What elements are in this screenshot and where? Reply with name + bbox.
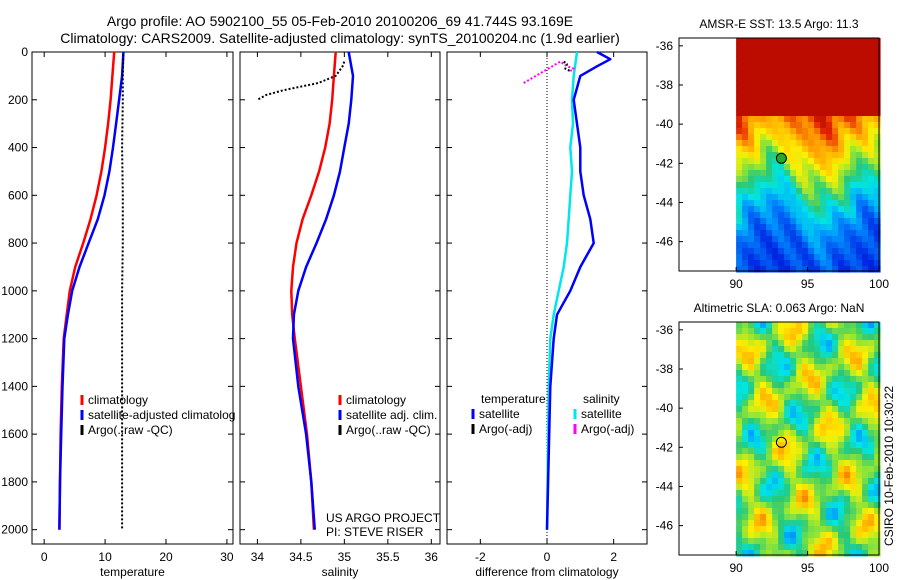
footer-project-text: US ARGO PROJECT — [326, 511, 441, 525]
panel-3-xtick-label-0: -2 — [475, 550, 486, 564]
panel-1-legend-label-0: climatology — [88, 393, 148, 407]
map-1-ytick-label-0: -36 — [656, 39, 674, 53]
map-2-argo-marker — [775, 436, 787, 448]
panel-3-xlabel: difference from climatology — [475, 565, 618, 579]
panel-2-legend-label-1: satellite adj. clim. — [346, 408, 437, 422]
panel-2-xtick-label-2: 35 — [338, 550, 352, 564]
salinity-argo-line — [256, 61, 346, 101]
panel-2-xtick-label-3: 35.5 — [376, 550, 400, 564]
panel-1-xtick-label-3: 30 — [220, 550, 234, 564]
difference-salinity-argo-line — [523, 60, 575, 84]
panel-1-ytick-label-5: 1000 — [1, 284, 28, 298]
map-2-title: Altimetric SLA: 0.063 Argo: NaN — [694, 301, 865, 315]
panel-3-legend-label-0: satellite — [479, 407, 520, 421]
profile-panel-1-frame — [31, 51, 234, 545]
panel-1-ytick-label-9: 1800 — [1, 475, 28, 489]
panel-1-ytick-label-7: 1400 — [1, 379, 28, 393]
panel-1-ytick-label-10: 2000 — [1, 523, 28, 537]
map-2-ytick-label-0: -36 — [656, 323, 674, 337]
temperature-argo-line — [121, 54, 125, 530]
panel-1-legend-label-1: satellite-adjusted climatolog — [88, 408, 235, 422]
map-2-frame — [678, 321, 880, 556]
panel-2-xtick-label-4: 36 — [425, 550, 439, 564]
side-stamp-text: CSIRO 10-Feb-2010 10:30:22 — [882, 386, 896, 546]
map-1-xtick-label-0: 90 — [729, 277, 743, 291]
figure-title-line-1: Argo profile: AO 5902100_55 05-Feb-2010 … — [106, 13, 574, 29]
panel-1-ytick-label-0: 0 — [21, 45, 28, 59]
map-1-ytick-label-3: -42 — [656, 156, 674, 170]
map-1-xtick-label-2: 100 — [869, 277, 889, 291]
difference-temperature-satellite-line — [545, 50, 612, 530]
panel-2-legend-label-2: Argo(..raw -QC) — [346, 423, 431, 437]
map-1-ytick-label-2: -40 — [656, 117, 674, 131]
map-2-xtick-label-0: 90 — [729, 561, 743, 575]
panel-3-xtick-label-1: 0 — [544, 550, 551, 564]
panel-1-ytick-label-4: 800 — [8, 236, 28, 250]
panel-1-xtick-label-1: 10 — [98, 550, 112, 564]
map-1-xtick-label-1: 95 — [801, 277, 815, 291]
panel-3-legend-header-temperature: temperature — [481, 392, 546, 406]
map-1-argo-marker — [775, 152, 787, 164]
panel-1-xtick-label-0: 0 — [41, 550, 48, 564]
map-1-field — [736, 38, 881, 273]
salinity-climatology-line — [290, 51, 337, 530]
map-2-ytick-label-5: -46 — [656, 519, 674, 533]
temperature-climatology-line — [58, 51, 116, 530]
map-1-ytick-label-5: -46 — [656, 235, 674, 249]
footer-pi-text: PI: STEVE RISER — [326, 525, 424, 539]
temperature-satellite-line — [58, 51, 125, 530]
map-2-ytick-label-4: -44 — [656, 479, 674, 493]
panel-2-xtick-label-0: 34 — [251, 550, 265, 564]
panel-1-legend-label-2: Argo(..raw -QC) — [88, 423, 173, 437]
salinity-satellite-line — [291, 51, 355, 530]
panel-1-ytick-label-2: 400 — [8, 141, 28, 155]
panel-2-xlabel: salinity — [322, 565, 359, 579]
panel-1-xlabel: temperature — [100, 565, 165, 579]
map-1-ytick-label-1: -38 — [656, 78, 674, 92]
map-2-ytick-label-2: -40 — [656, 401, 674, 415]
panel-1-ytick-label-8: 1600 — [1, 427, 28, 441]
panel-3-xtick-label-2: 2 — [610, 550, 617, 564]
panel-3-legend-label-1: Argo(-adj) — [479, 422, 532, 436]
panel-3-legend-header-salinity: salinity — [583, 392, 620, 406]
profile-panel-2-frame — [239, 51, 441, 545]
panel-1-ytick-label-3: 600 — [8, 188, 28, 202]
map-2-xtick-label-1: 95 — [801, 561, 815, 575]
map-2-xtick-label-2: 100 — [869, 561, 889, 575]
panel-2-xtick-label-1: 34.5 — [289, 550, 313, 564]
panel-1-ytick-label-6: 1200 — [1, 332, 28, 346]
difference-salinity-satellite-line — [545, 51, 579, 530]
figure-title-line-2: Climatology: CARS2009. Satellite-adjuste… — [60, 30, 620, 46]
map-1-title: AMSR-E SST: 13.5 Argo: 11.3 — [699, 17, 859, 31]
panel-1-ytick-label-1: 200 — [8, 93, 28, 107]
panel-3-legend-label-2: satellite — [581, 407, 622, 421]
panel-3-legend-label-3: Argo(-adj) — [581, 422, 634, 436]
panel-2-legend-label-0: climatology — [346, 393, 406, 407]
map-2-ytick-label-3: -42 — [656, 440, 674, 454]
map-1-frame — [678, 37, 880, 272]
map-1-ytick-label-4: -44 — [656, 195, 674, 209]
map-2-field — [736, 322, 881, 557]
panel-1-xtick-label-2: 20 — [159, 550, 173, 564]
map-2-ytick-label-1: -38 — [656, 362, 674, 376]
